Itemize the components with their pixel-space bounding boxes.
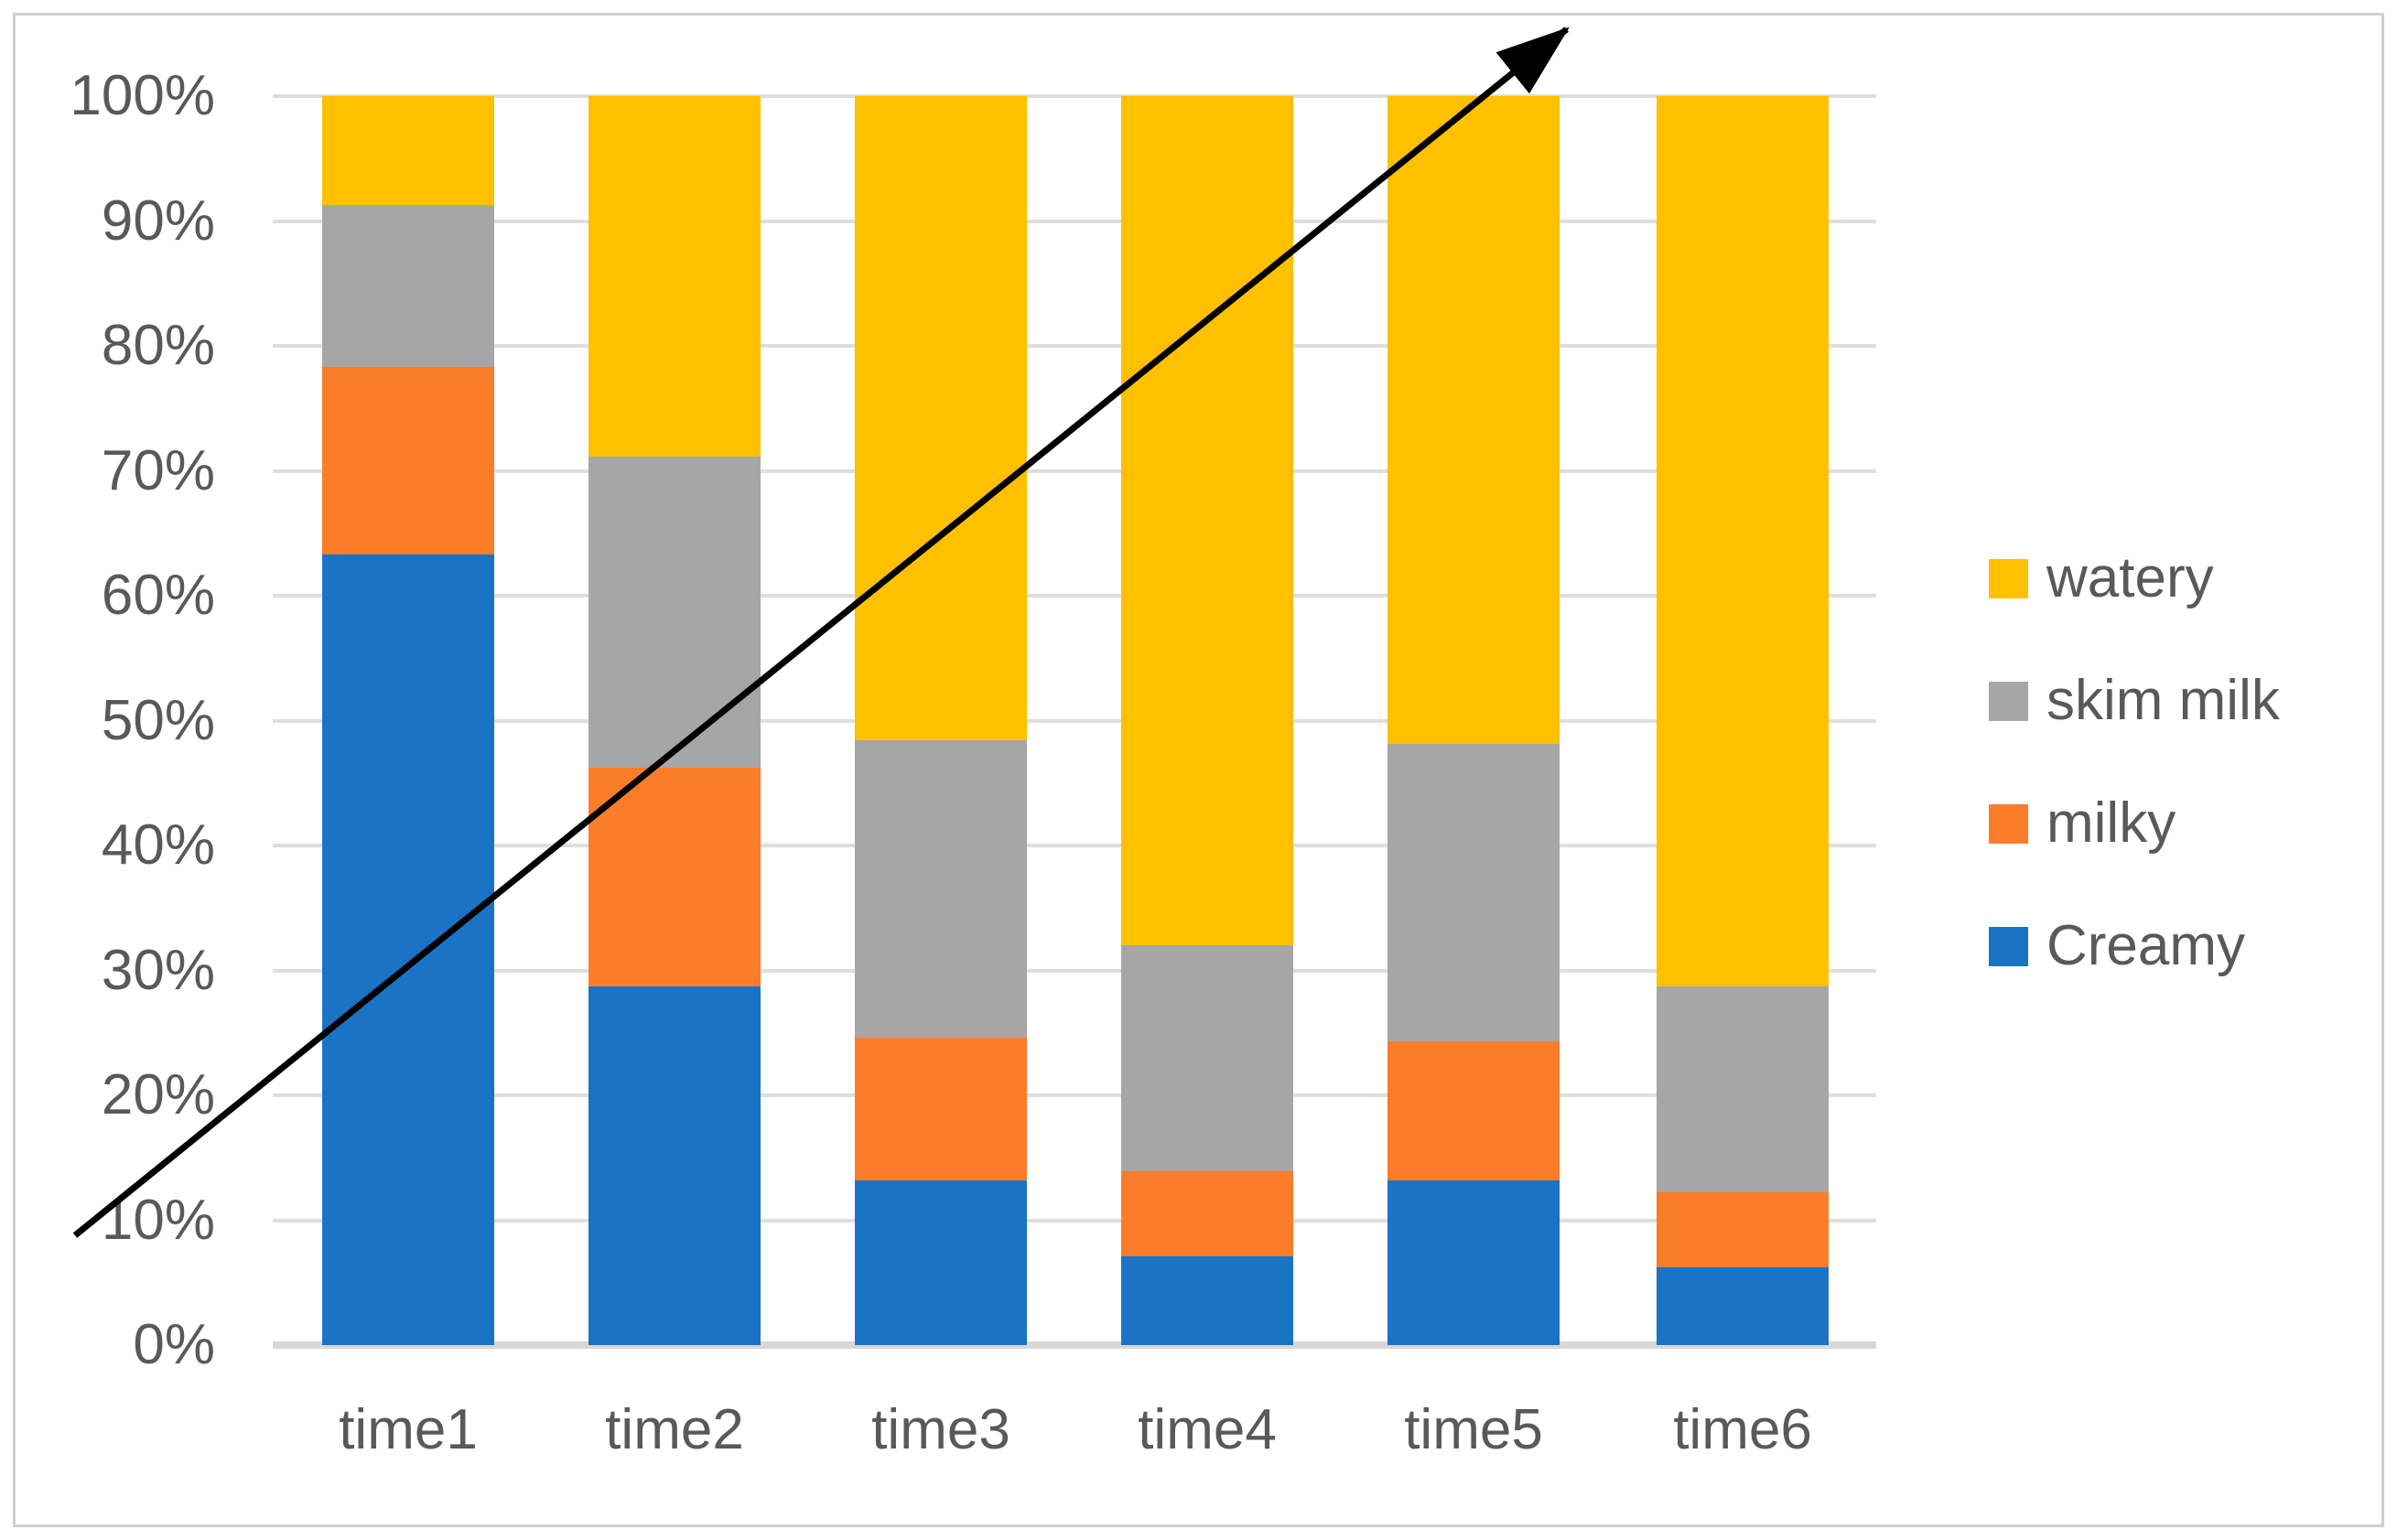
bar-segment-time2-milky <box>588 768 761 987</box>
y-axis-tick-label: 90% <box>101 188 215 253</box>
bar-segment-time2-Creamy <box>588 986 761 1345</box>
y-axis-tick-label: 30% <box>101 938 215 1002</box>
legend-swatch-icon <box>1989 926 2028 966</box>
legend-swatch-icon <box>1989 558 2028 598</box>
legend-swatch-icon <box>1989 803 2028 844</box>
y-axis-tick-label: 80% <box>101 314 215 377</box>
bar-segment-time5-watery <box>1387 96 1560 745</box>
bar-segment-time5-milky <box>1387 1041 1560 1180</box>
bar-segment-time1-skim-milk <box>322 204 494 368</box>
x-axis-category-label: time3 <box>871 1398 1010 1461</box>
bar-segment-time2-skim-milk <box>588 457 761 769</box>
bar-segment-time3-skim-milk <box>855 740 1027 1039</box>
bar-segment-time5-Creamy <box>1387 1179 1560 1345</box>
bar-segment-time6-Creamy <box>1657 1267 1829 1345</box>
gridline <box>273 594 1876 598</box>
bar-segment-time1-Creamy <box>322 554 494 1345</box>
trend-arrow-line <box>72 27 1570 1238</box>
bar-segment-time5-skim-milk <box>1387 744 1560 1042</box>
bar-segment-time6-skim-milk <box>1657 986 1829 1193</box>
legend-label: skim milk <box>2046 669 2280 732</box>
legend-label: milky <box>2046 792 2176 855</box>
gridline <box>273 844 1876 847</box>
legend-entry-Creamy: Creamy <box>1989 905 2245 987</box>
legend-entry-watery: watery <box>1989 537 2214 619</box>
legend-label: watery <box>2046 546 2214 609</box>
x-axis-category-label: time1 <box>339 1398 478 1461</box>
y-axis-tick-label: 70% <box>101 438 215 502</box>
bar-segment-time2-watery <box>588 96 761 458</box>
bar-segment-time3-Creamy <box>855 1179 1027 1345</box>
bar-segment-time3-milky <box>855 1038 1027 1180</box>
bar-segment-time1-milky <box>322 367 494 555</box>
y-axis-tick-label: 20% <box>101 1063 215 1126</box>
legend-label: Creamy <box>2046 914 2246 977</box>
bar-segment-time3-watery <box>855 96 1027 741</box>
gridline <box>273 1218 1876 1222</box>
legend-swatch-icon <box>1989 681 2028 721</box>
y-axis-tick-label: 40% <box>101 813 215 877</box>
gridline <box>273 94 1876 98</box>
x-axis-category-label: time4 <box>1138 1398 1277 1461</box>
y-axis-tick-label: 50% <box>101 688 215 752</box>
legend-entry-milky: milky <box>1989 782 2176 865</box>
gridline <box>273 968 1876 973</box>
x-axis-category-label: time6 <box>1673 1398 1812 1461</box>
y-axis-tick-label: 0% <box>133 1313 215 1376</box>
gridline <box>273 718 1876 723</box>
x-axis-category-label: time5 <box>1404 1398 1543 1461</box>
x-axis-line <box>273 1341 1876 1349</box>
y-axis-tick-label: 60% <box>101 564 215 627</box>
bar-segment-time4-watery <box>1121 96 1293 946</box>
gridline <box>273 344 1876 348</box>
bar-segment-time6-milky <box>1657 1192 1829 1268</box>
gridline <box>273 1093 1876 1097</box>
bar-segment-time6-watery <box>1657 96 1829 987</box>
gridline <box>273 468 1876 473</box>
x-axis-category-label: time2 <box>605 1398 744 1461</box>
y-axis-tick-label: 100% <box>70 64 215 127</box>
bar-segment-time1-watery <box>322 96 494 205</box>
bar-segment-time4-milky <box>1121 1171 1293 1257</box>
gridline <box>273 219 1876 223</box>
bar-segment-time4-skim-milk <box>1121 945 1293 1172</box>
legend-entry-skim-milk: skim milk <box>1989 660 2280 742</box>
bar-segment-time4-Creamy <box>1121 1256 1293 1345</box>
